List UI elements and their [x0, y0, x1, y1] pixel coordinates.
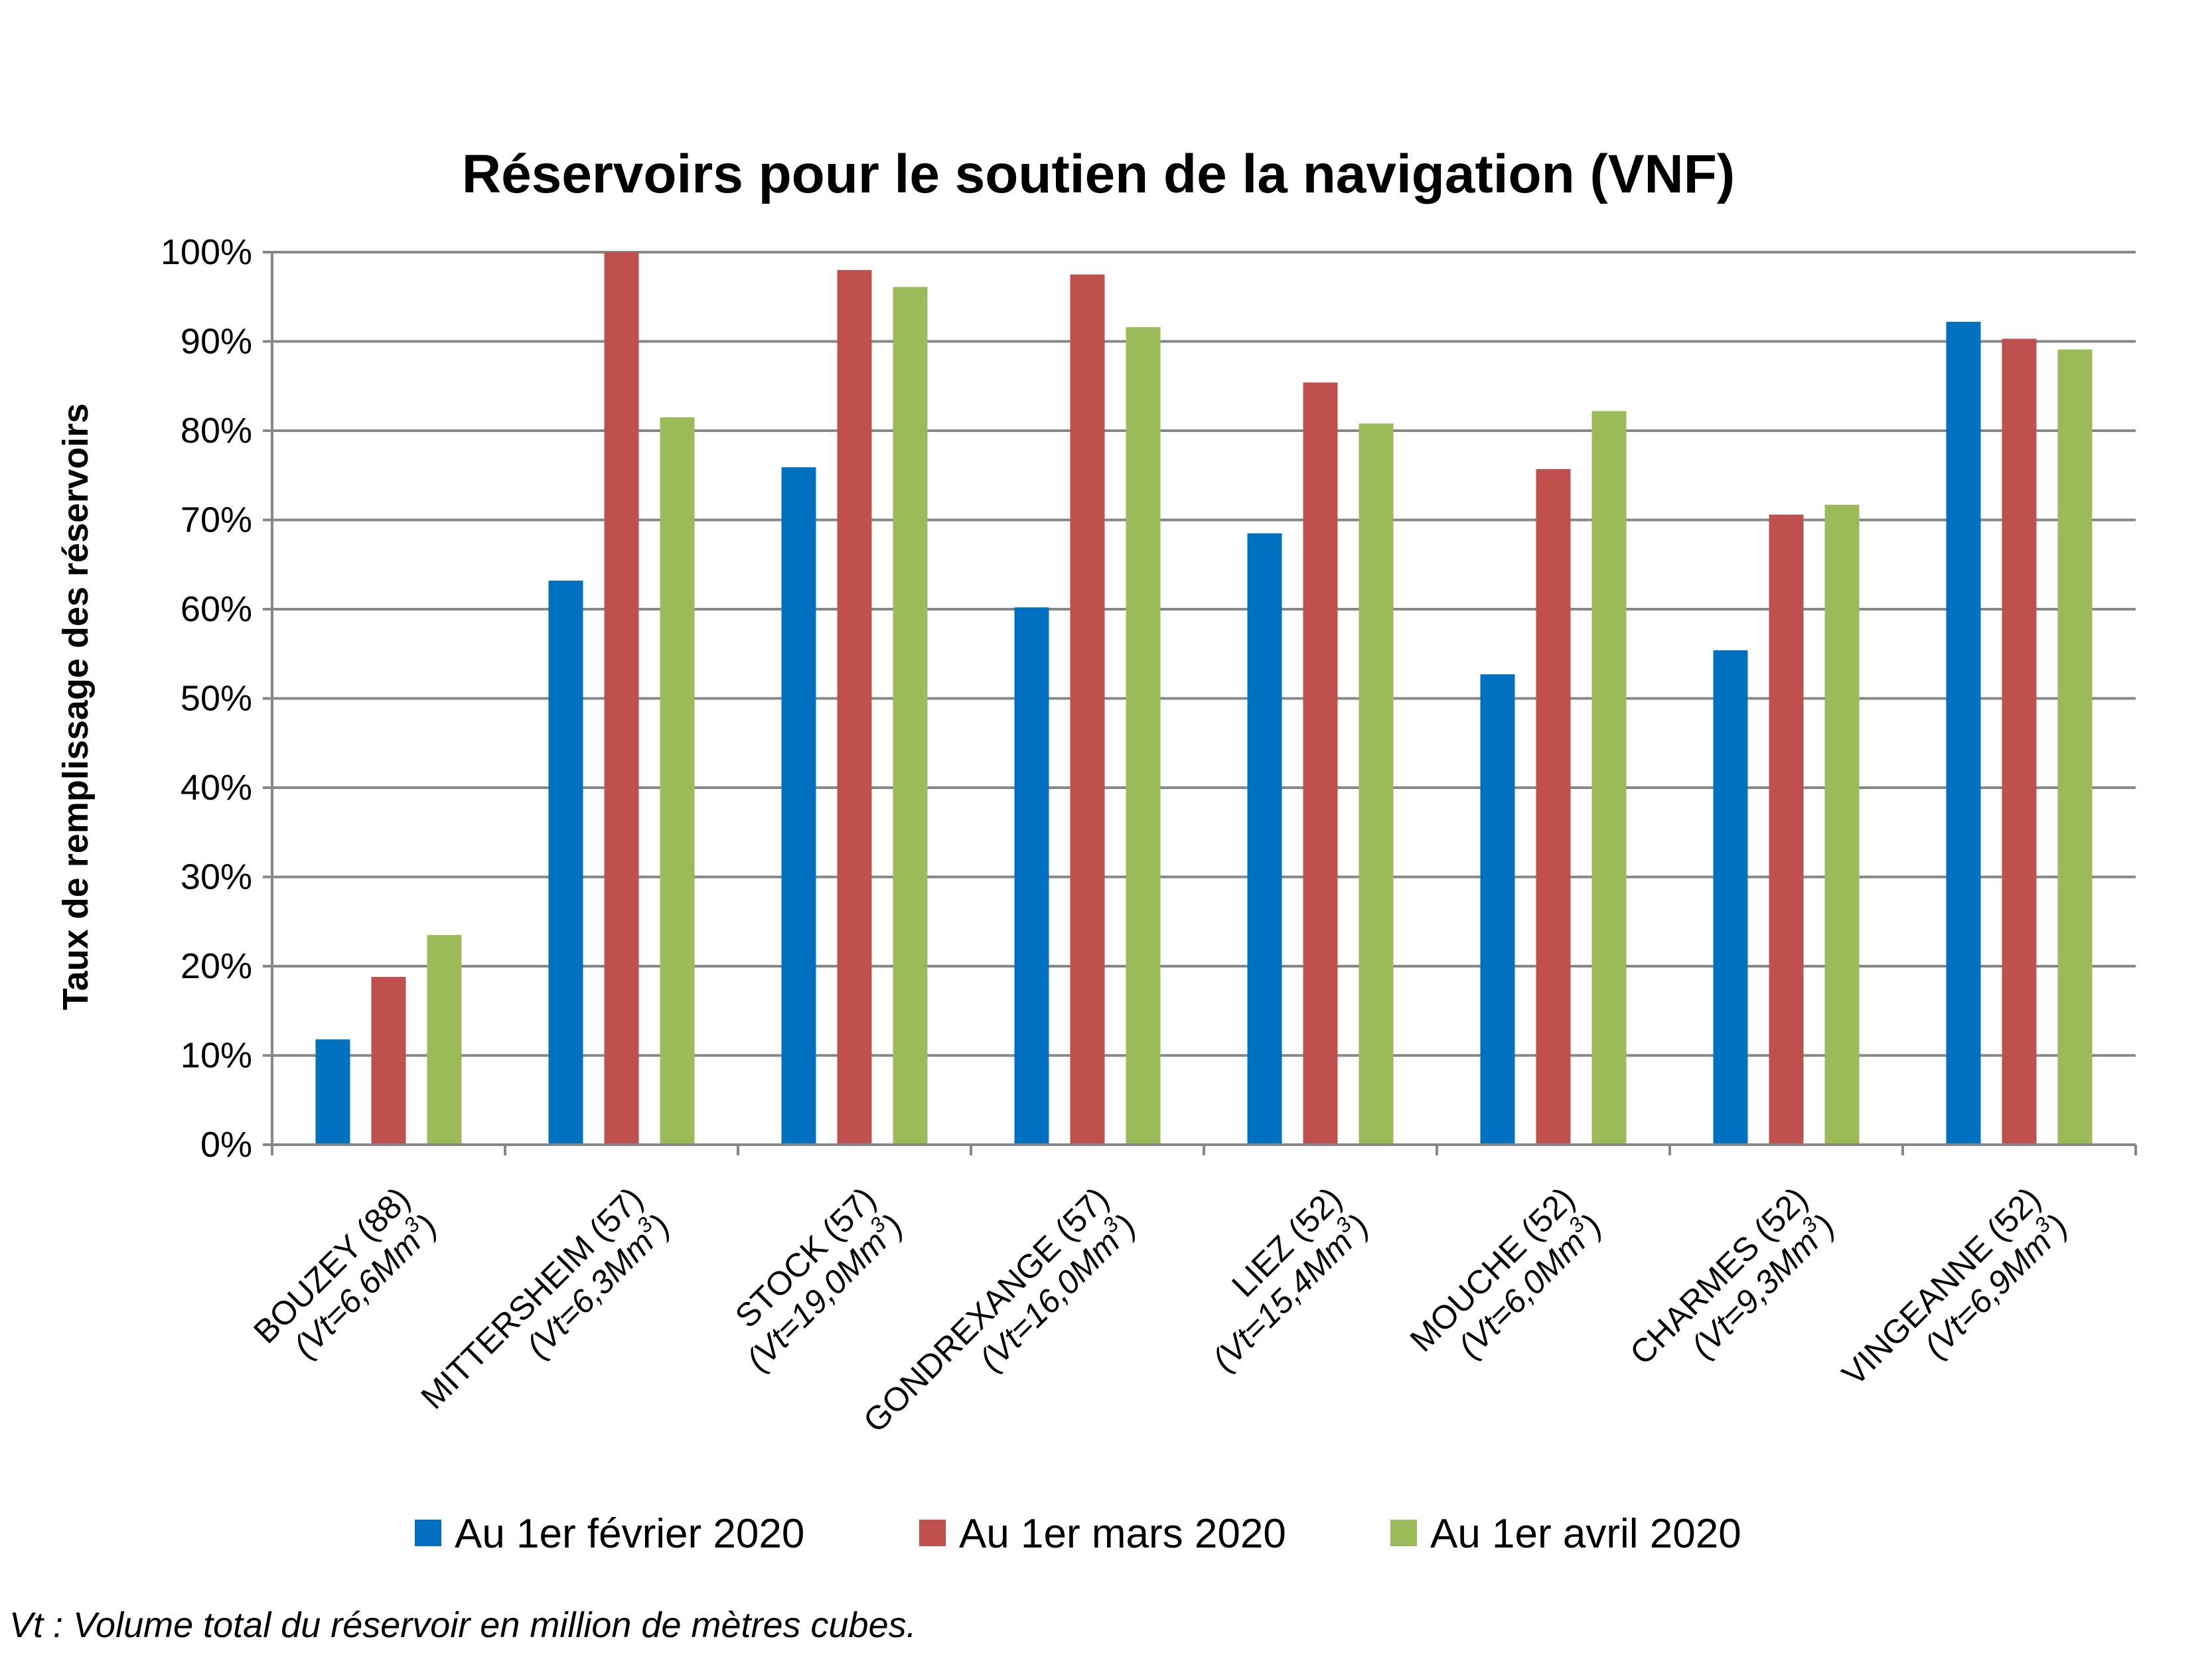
bar	[660, 417, 695, 1145]
bar	[1536, 469, 1571, 1145]
bar	[1713, 650, 1748, 1145]
bar	[604, 252, 639, 1145]
bar	[1014, 607, 1049, 1145]
axes	[263, 251, 2137, 1155]
legend-swatch	[415, 1520, 441, 1546]
y-tick-label: 80%	[181, 411, 252, 451]
legend-swatch	[1390, 1520, 1417, 1546]
bar	[1070, 274, 1105, 1145]
y-tick-label: 70%	[181, 500, 252, 540]
y-tick-label: 100%	[161, 232, 252, 272]
legend-swatch	[919, 1520, 946, 1546]
bar	[548, 580, 583, 1145]
bar	[1769, 514, 1804, 1145]
category-label: MOUCHE (52)(Vt=6,0Mm3)	[1403, 1180, 1609, 1365]
bar	[2057, 349, 2093, 1145]
x-tick-labels: BOUZEY (88)(Vt=6,6Mm3)MITTERSHEIM (57)(V…	[246, 1180, 2075, 1439]
category-label: LIEZ (52)(Vt=15,4Mm3)	[1205, 1180, 1376, 1378]
chart-title: Réservoirs pour le soutien de la navigat…	[462, 144, 1735, 204]
category-label: VINGEANNE (52)(Vt=6,9Mm3)	[1835, 1180, 2075, 1393]
category-label: MITTERSHEIM (57)(Vt=6,3Mm3)	[413, 1180, 677, 1416]
y-tick-labels: 0% 10% 20% 30% 40% 50% 60% 70% 80% 90% 100%	[161, 232, 252, 1165]
bar	[371, 977, 406, 1145]
bar	[1247, 533, 1282, 1145]
bar	[1824, 504, 1860, 1145]
bar	[2002, 338, 2037, 1145]
legend-label: Au 1er février 2020	[455, 1511, 804, 1557]
y-tick-label: 50%	[181, 679, 252, 719]
category-label: STOCK (57)(Vt=19,0Mm3)	[728, 1180, 910, 1378]
y-tick-label: 0%	[200, 1125, 252, 1165]
legend-label: Au 1er avril 2020	[1430, 1511, 1741, 1557]
category-label: CHARMES (52)(Vt=9,3Mm3)	[1623, 1180, 1842, 1372]
bar	[1303, 382, 1338, 1145]
y-tick-label: 10%	[181, 1036, 252, 1076]
bar	[1591, 411, 1627, 1145]
category-name: MITTERSHEIM (57)	[413, 1180, 650, 1416]
y-tick-label: 20%	[181, 946, 252, 986]
bar	[1359, 423, 1394, 1145]
y-tick-label: 30%	[181, 857, 252, 897]
legend: Au 1er février 2020 Au 1er mars 2020 Au 1e…	[415, 1511, 1741, 1557]
bar	[1480, 674, 1515, 1145]
bar	[893, 287, 928, 1145]
y-tick-label: 60%	[181, 589, 252, 629]
bar	[781, 467, 816, 1145]
bar	[427, 934, 462, 1145]
bar	[837, 269, 872, 1145]
y-tick-label: 90%	[181, 322, 252, 362]
bar	[1126, 326, 1161, 1145]
bar	[315, 1039, 350, 1145]
category-label: BOUZEY (88)(Vt=6,6Mm3)	[246, 1180, 444, 1365]
legend-label: Au 1er mars 2020	[959, 1511, 1286, 1557]
y-tick-label: 40%	[181, 768, 252, 808]
footnote: Vt : Volume total du réservoir en millio…	[9, 1605, 917, 1645]
y-axis-label: Taux de remplissage des réservoirs	[56, 403, 96, 1010]
bar	[1946, 321, 1981, 1145]
bars	[315, 252, 2093, 1145]
